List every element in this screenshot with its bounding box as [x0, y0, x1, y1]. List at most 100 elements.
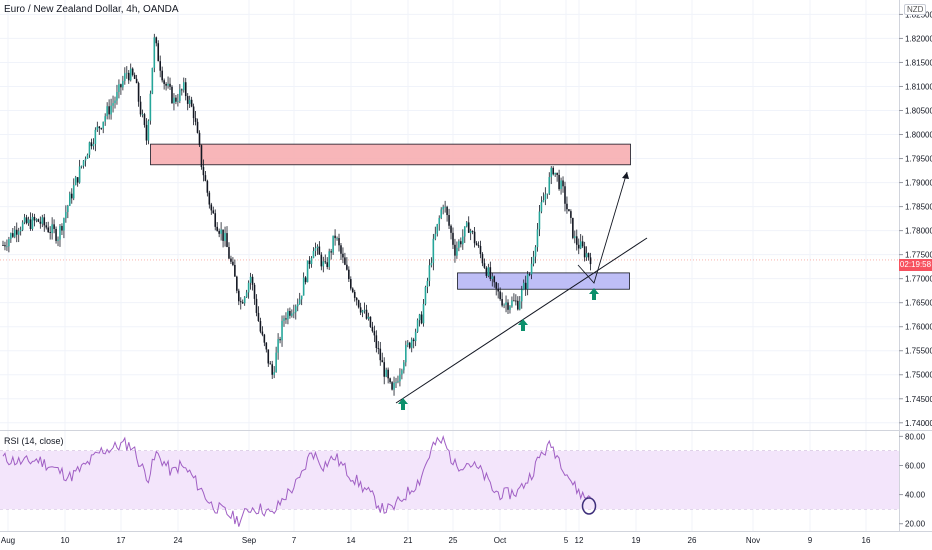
candle-body [277, 339, 279, 353]
candle-body [448, 215, 450, 226]
candle-body [424, 287, 427, 304]
candle-body [2, 245, 4, 246]
candle-body [41, 217, 44, 224]
candle-body [19, 229, 22, 232]
time-axis-labels[interactable]: Aug 10 17 24 Sep 7 14 21 25 Oct 5 12 19 26 Nov 9 16 [1, 536, 871, 545]
resistance-zone-box[interactable] [150, 143, 631, 166]
candle-body [577, 244, 580, 249]
time-tick-label: 10 [61, 536, 70, 545]
currency-badge[interactable]: NZD [904, 4, 927, 15]
rsi-indicator-label[interactable]: RSI (14, close) [4, 436, 64, 446]
candle-body [33, 216, 36, 221]
candle-body [196, 121, 199, 133]
chart-title: Euro / New Zealand Dollar, 4h, OANDA [4, 4, 179, 15]
candle-body [351, 288, 354, 292]
candle-body [249, 276, 252, 283]
candle-body [127, 72, 130, 81]
candle-body [532, 256, 535, 264]
candle-body [462, 236, 464, 245]
time-tick-label: Oct [494, 536, 507, 545]
support-zone[interactable] [457, 272, 630, 290]
candle-body [458, 241, 460, 248]
main-grid [0, 0, 899, 531]
candle-body [373, 331, 376, 336]
candle-body [102, 121, 105, 129]
candle-body [74, 177, 77, 186]
candle-body [544, 194, 547, 201]
candle-body [212, 210, 215, 214]
candle-body [556, 172, 558, 175]
candle-body [460, 241, 462, 245]
support-zone-box[interactable] [457, 272, 630, 290]
rsi-highlight-circle[interactable] [581, 497, 597, 515]
candle-body [179, 89, 181, 101]
price-axis-labels[interactable]: 1.825001.820001.815001.810001.805001.800… [899, 10, 932, 428]
rsi-axis-labels[interactable]: 80.00 60.00 40.00 20.00 [899, 432, 926, 529]
candle-body [383, 362, 386, 377]
projection-arrow[interactable] [577, 171, 629, 284]
candle-body [410, 339, 413, 348]
candle-body [485, 267, 488, 276]
candle-body [452, 232, 454, 245]
candle-body [489, 267, 492, 280]
candle-body [263, 334, 266, 343]
candle-body [444, 206, 446, 208]
candle-body [397, 381, 399, 383]
candle-body [418, 314, 421, 321]
candle-body [161, 70, 163, 81]
candle-body [133, 74, 136, 79]
candle-body [515, 300, 517, 302]
candle-body [76, 177, 79, 183]
candle-body [446, 206, 448, 216]
rsi-tick-label: 40.00 [905, 491, 926, 500]
candle-body [255, 298, 258, 313]
candle-body [72, 185, 75, 199]
projection-path[interactable] [577, 171, 628, 284]
candle-body [157, 43, 160, 62]
resistance-zone[interactable] [150, 143, 631, 166]
candle-body [88, 142, 91, 155]
candle-body [401, 370, 403, 375]
candlestick-series [2, 33, 592, 396]
candle-body [222, 229, 224, 241]
candle-body [155, 37, 158, 44]
candle-body [206, 180, 209, 193]
candle-body [574, 236, 576, 238]
price-tick-label: 1.81000 [905, 82, 932, 91]
candle-body [281, 320, 283, 341]
candle-body [479, 245, 482, 255]
candle-body [526, 273, 529, 290]
candle-body [548, 177, 551, 194]
candle-body [23, 217, 26, 223]
candle-body [82, 160, 85, 166]
candle-body [442, 206, 444, 210]
candle-body [403, 362, 405, 371]
candle-body [218, 230, 220, 234]
price-tick-label: 1.79000 [905, 179, 932, 188]
candle-body [542, 200, 545, 203]
buy-arrow-icon [518, 319, 528, 331]
candle-body [279, 339, 281, 341]
candle-body [169, 83, 171, 87]
candle-body [540, 202, 543, 212]
candle-body [59, 225, 61, 240]
candle-body [389, 378, 391, 383]
candle-body [37, 219, 40, 222]
candle-body [285, 318, 287, 320]
candle-body [159, 61, 161, 71]
candle-body [324, 261, 327, 263]
candle-body [131, 68, 134, 75]
candle-body [456, 247, 458, 256]
candle-body [65, 212, 67, 219]
price-tick-label: 1.74500 [905, 395, 932, 404]
candle-body [405, 344, 407, 363]
candle-body [528, 273, 531, 275]
buy-arrows [398, 288, 599, 410]
candle-body [230, 258, 232, 262]
candle-body [572, 217, 574, 238]
candle-body [379, 348, 382, 361]
candle-body [43, 217, 46, 226]
candle-body [12, 233, 14, 237]
ascending-trendline[interactable] [395, 237, 648, 404]
